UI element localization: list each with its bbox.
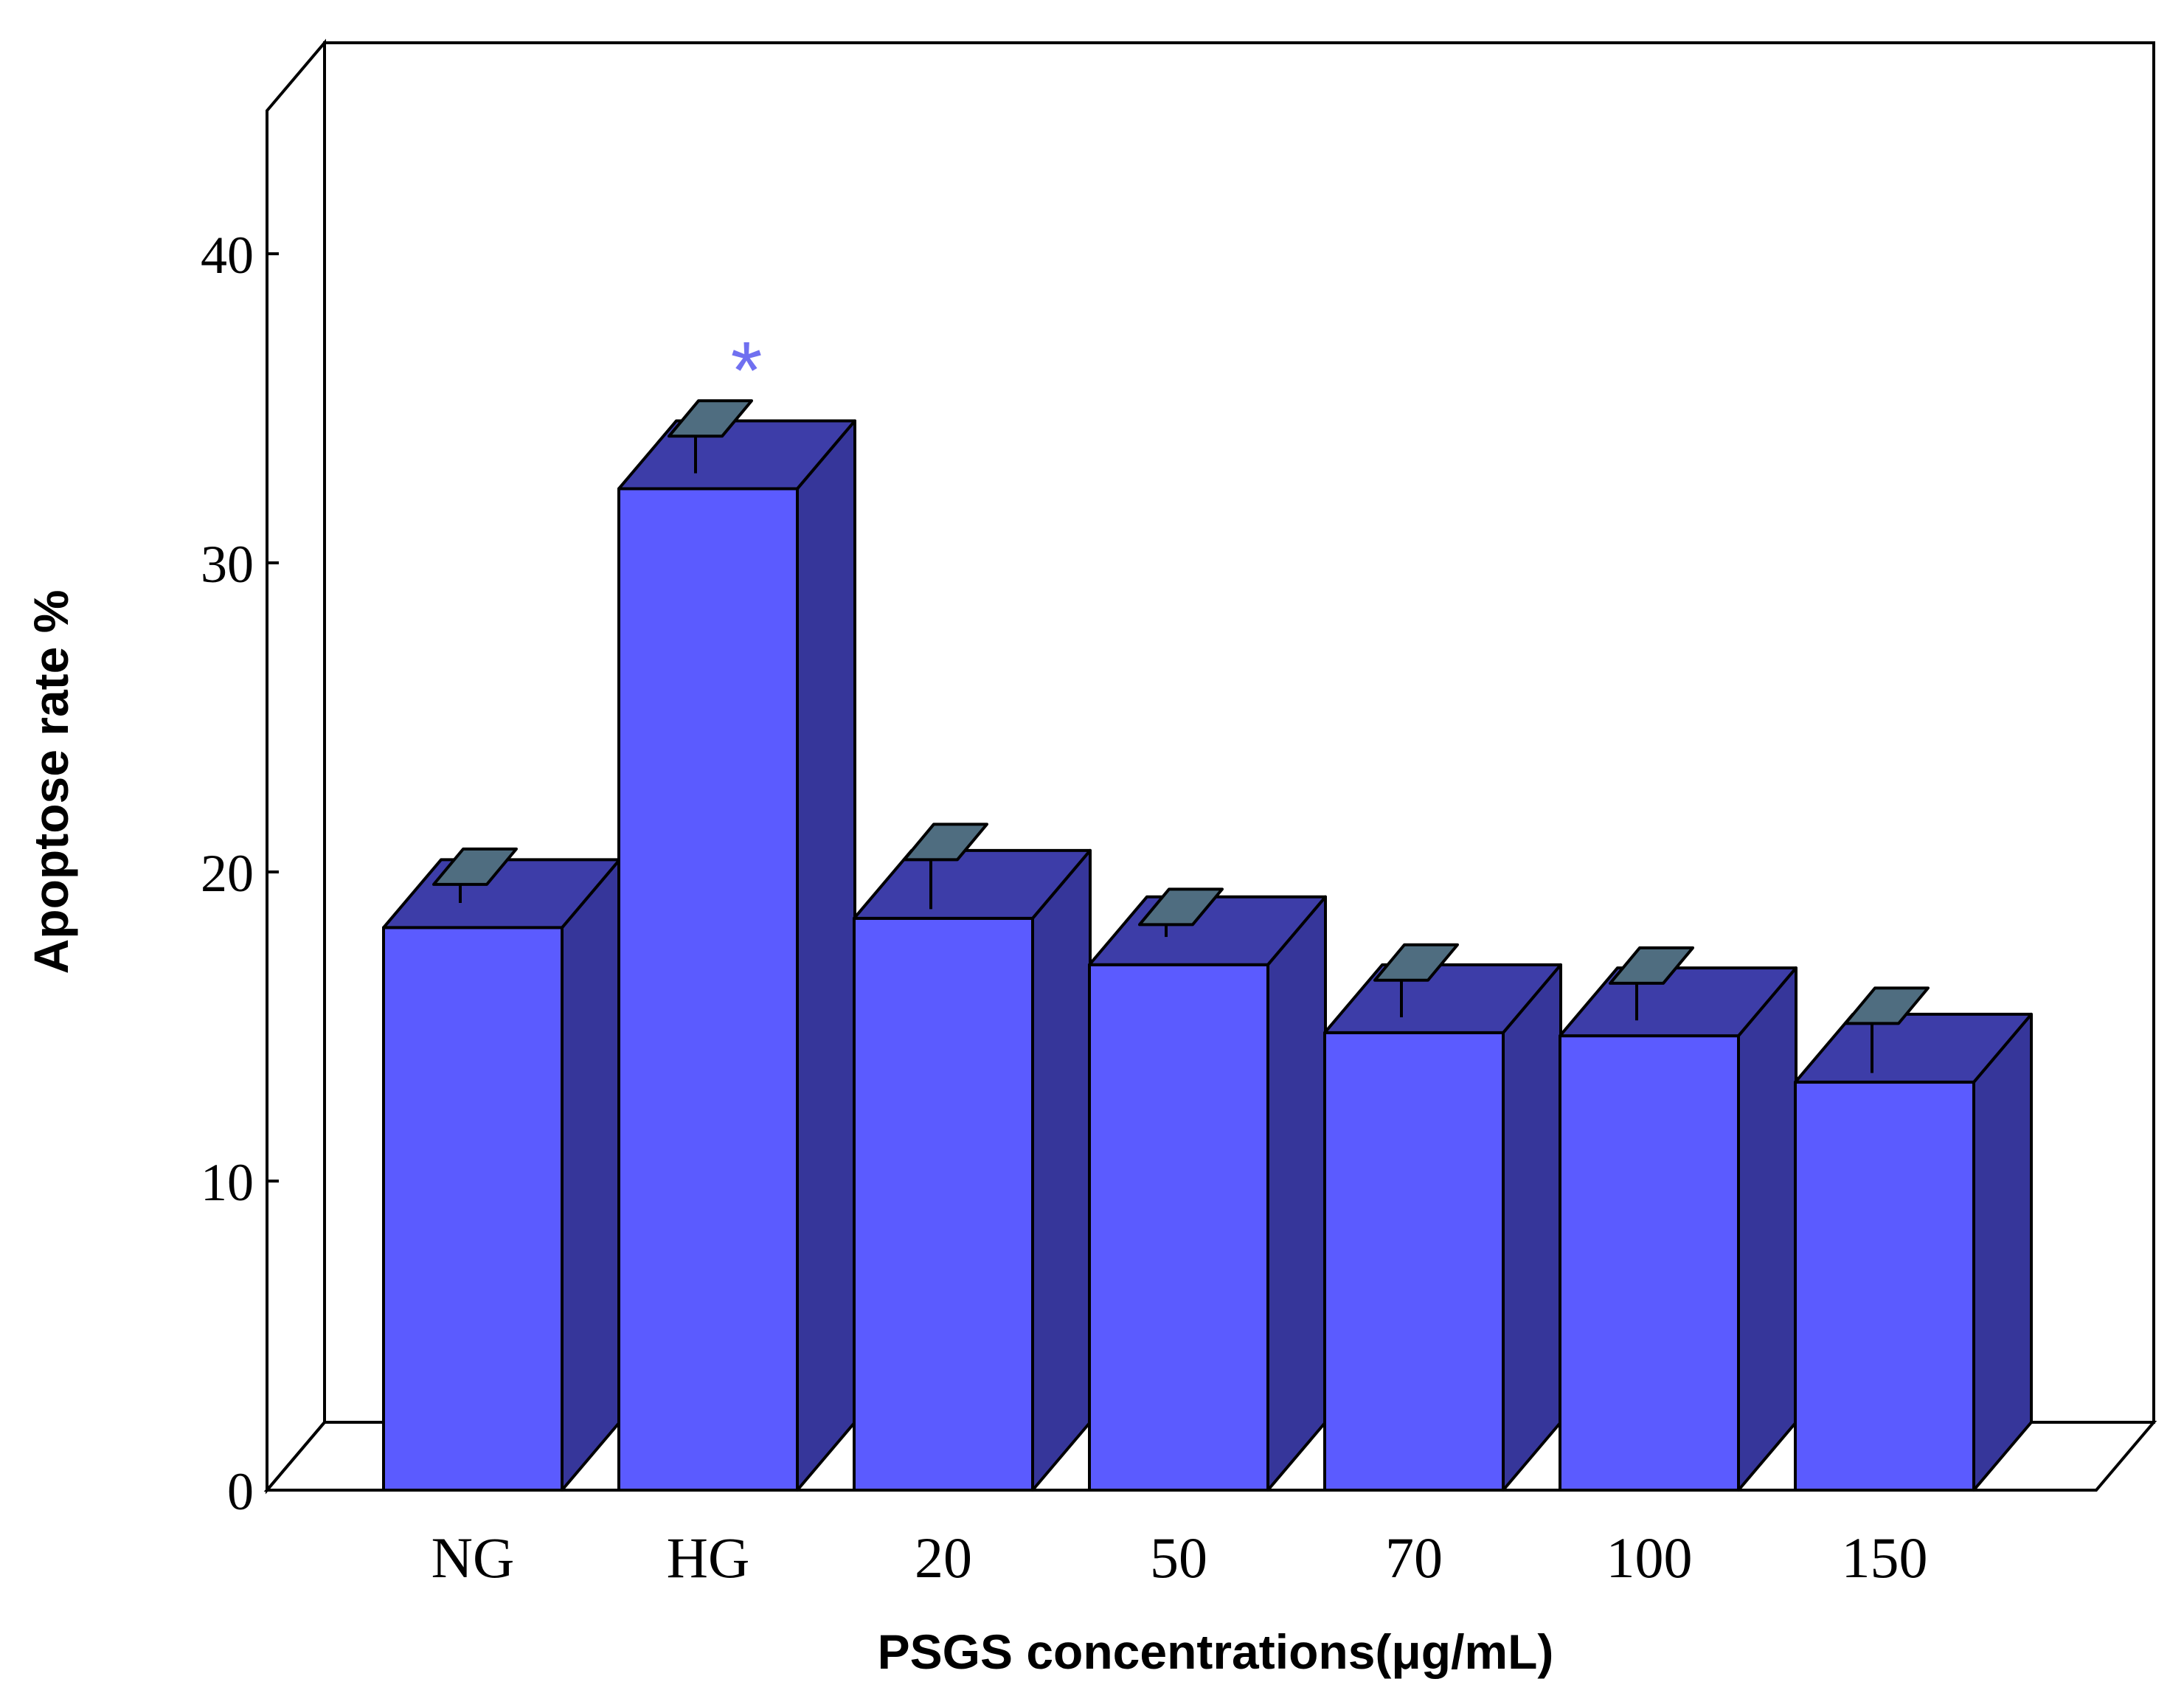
- y-axis: 0 10 20 30 40: [201, 226, 279, 1521]
- x-axis-title: PSGS concentrations(μg/mL): [878, 1624, 1554, 1679]
- x-tick-label: 100: [1606, 1526, 1693, 1590]
- error-bar: [1844, 986, 1930, 1073]
- x-axis-labels: NG HG 20 50 70 100 150: [431, 1526, 1928, 1590]
- x-tick-label: 150: [1842, 1526, 1928, 1590]
- x-tick-label: 20: [915, 1526, 972, 1590]
- y-tick-label: 30: [201, 535, 254, 594]
- bar-front: [1794, 1080, 1975, 1492]
- bar-front: [853, 916, 1034, 1492]
- y-tick-label: 10: [201, 1153, 254, 1212]
- error-bar: [1609, 946, 1694, 1021]
- bar-top: [853, 848, 1092, 920]
- error-cap: [432, 847, 518, 886]
- bar-50: [1088, 887, 1327, 1492]
- error-bar: [903, 823, 988, 910]
- y-tick-label: 40: [201, 226, 254, 285]
- bar-front: [1323, 1031, 1505, 1492]
- bars: [382, 399, 2033, 1492]
- bar-70: [1323, 943, 1562, 1492]
- bar-top: [1794, 1012, 2033, 1084]
- error-cap: [1373, 943, 1459, 982]
- error-bar: [1138, 887, 1224, 938]
- bar-HG: [617, 399, 856, 1492]
- x-tick-label: 50: [1150, 1526, 1207, 1590]
- annotations: *: [731, 325, 763, 416]
- error-cap: [1609, 946, 1694, 985]
- y-tick-label: 20: [201, 844, 254, 903]
- bar-top: [1559, 966, 1798, 1038]
- error-cap: [1844, 986, 1930, 1025]
- error-cap: [903, 823, 988, 862]
- y-axis-title: Apoptose rate %: [24, 590, 78, 974]
- x-tick-label: 70: [1385, 1526, 1443, 1590]
- bar-20: [853, 823, 1092, 1492]
- bar-side: [1737, 966, 1798, 1492]
- y-tick-label: 0: [227, 1462, 254, 1521]
- bar-side: [796, 419, 856, 1492]
- error-cap: [1138, 887, 1224, 927]
- bar-top: [1323, 963, 1562, 1034]
- x-tick-label: HG: [667, 1526, 750, 1590]
- bar-NG: [382, 847, 621, 1492]
- bar-150: [1794, 986, 2033, 1492]
- bar-top: [617, 419, 856, 491]
- bar-front: [1088, 963, 1269, 1492]
- error-bar: [668, 399, 753, 474]
- bar-front: [382, 926, 564, 1492]
- error-cap: [668, 399, 753, 438]
- error-bar: [1373, 943, 1459, 1018]
- significance-asterisk: *: [731, 325, 763, 416]
- bar-side: [1972, 1012, 2033, 1492]
- bar-front: [617, 487, 799, 1492]
- bar-side: [1502, 963, 1562, 1492]
- bar-side: [1031, 848, 1092, 1492]
- bar-side: [561, 858, 621, 1492]
- bar-front: [1559, 1034, 1740, 1492]
- bar-100: [1559, 946, 1798, 1492]
- bar-side: [1266, 895, 1327, 1492]
- x-tick-label: NG: [431, 1526, 515, 1590]
- error-bar: [432, 847, 518, 903]
